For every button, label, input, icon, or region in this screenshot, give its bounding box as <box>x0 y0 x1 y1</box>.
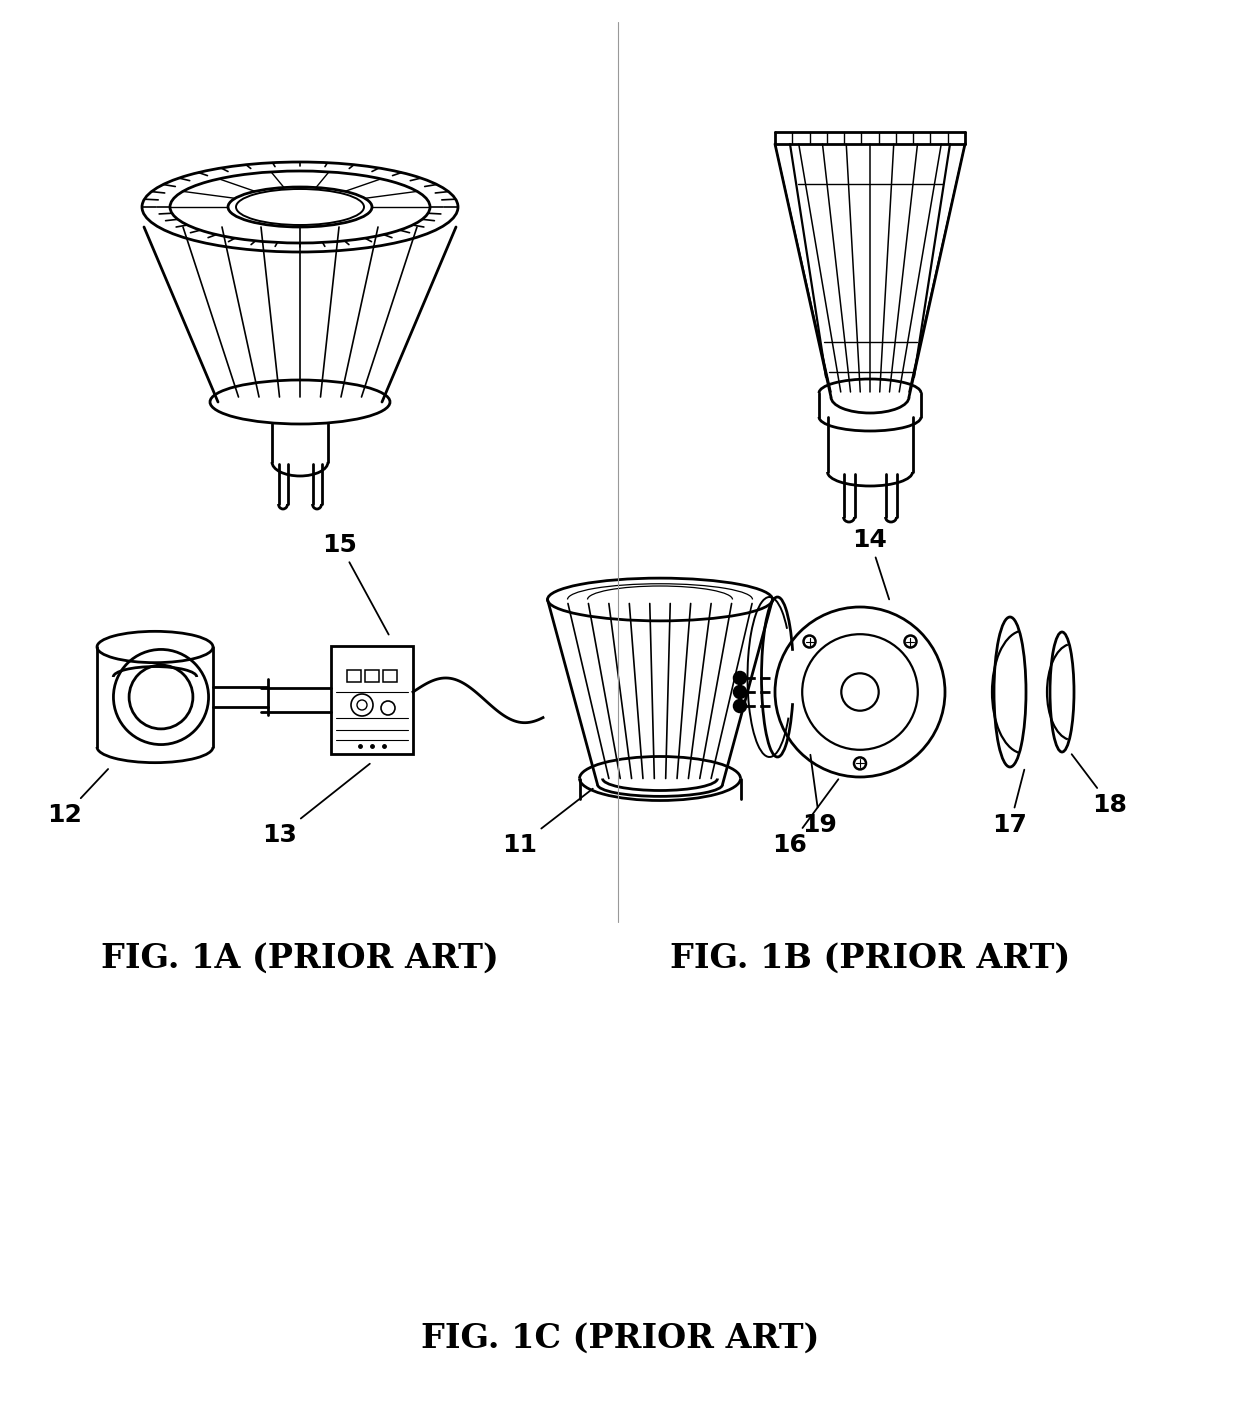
Text: 11: 11 <box>502 789 593 857</box>
Text: FIG. 1A (PRIOR ART): FIG. 1A (PRIOR ART) <box>102 941 498 975</box>
Text: 17: 17 <box>992 769 1028 838</box>
Bar <box>331 646 413 754</box>
Text: 14: 14 <box>853 528 889 599</box>
Text: 16: 16 <box>773 779 838 857</box>
Text: FIG. 1B (PRIOR ART): FIG. 1B (PRIOR ART) <box>670 941 1070 975</box>
Ellipse shape <box>734 685 746 698</box>
Text: FIG. 1C (PRIOR ART): FIG. 1C (PRIOR ART) <box>420 1322 820 1355</box>
Bar <box>347 670 361 683</box>
Ellipse shape <box>734 673 746 684</box>
Ellipse shape <box>734 700 746 712</box>
Text: 19: 19 <box>802 755 837 838</box>
Text: 12: 12 <box>47 769 108 828</box>
Text: 13: 13 <box>263 764 370 848</box>
Bar <box>383 670 397 683</box>
Text: 18: 18 <box>1071 754 1127 818</box>
Bar <box>365 670 379 683</box>
Text: 15: 15 <box>322 533 388 634</box>
